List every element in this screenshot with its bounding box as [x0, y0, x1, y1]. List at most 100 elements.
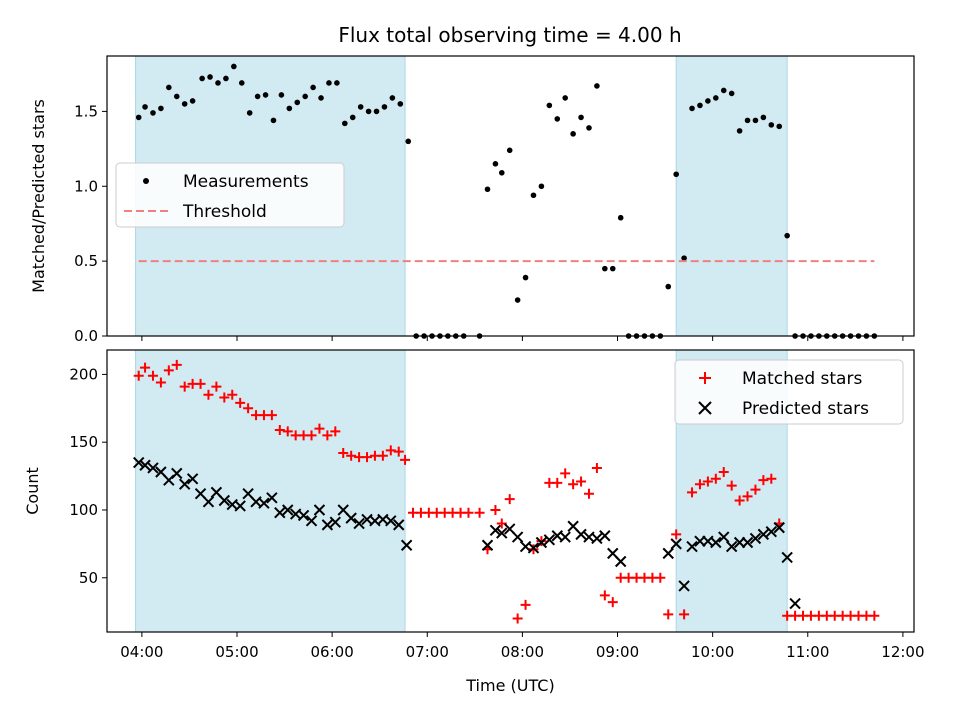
x-tick-label: 05:00	[215, 643, 258, 661]
x-tick-label: 04:00	[120, 643, 163, 661]
data-point	[492, 161, 499, 167]
bottom-panel-counts: 50 100 150 200 04:00 05:00 06:00 07:00 08:00 09:0…	[23, 349, 925, 695]
matched-point	[663, 609, 674, 620]
data-point	[294, 99, 301, 106]
data-point	[697, 102, 703, 109]
data-point	[142, 104, 148, 110]
top-panel-measurements: 0.0 0.5 1.0 1.5 Matched/Predicted stars Measu…	[29, 55, 915, 345]
data-point	[181, 101, 188, 107]
shaded-region	[675, 55, 788, 337]
data-point	[189, 98, 196, 104]
predicted-point	[258, 497, 270, 509]
data-point	[665, 283, 672, 290]
y-tick-label: 1.5	[74, 102, 98, 120]
data-point	[713, 95, 719, 101]
matched-point	[583, 488, 594, 499]
matched-point	[195, 378, 206, 389]
data-point	[594, 83, 600, 89]
matched-point	[734, 495, 745, 506]
predicted-point	[614, 555, 627, 568]
matched-point	[179, 381, 190, 392]
matched-point	[203, 389, 214, 400]
data-point	[365, 108, 372, 115]
data-point	[720, 87, 727, 94]
predicted-point	[678, 580, 690, 592]
matched-point	[726, 480, 737, 491]
matched-point	[591, 462, 602, 473]
matched-point	[393, 446, 404, 457]
data-point	[318, 95, 324, 101]
matched-point	[306, 430, 317, 441]
predicted-point	[305, 515, 318, 527]
data-point	[334, 80, 340, 86]
matched-point	[758, 475, 769, 486]
predicted-point	[313, 504, 326, 516]
predicted-point	[321, 519, 334, 531]
predicted-point	[789, 597, 801, 610]
legend-label: Predicted stars	[742, 399, 869, 419]
matched-point	[155, 377, 166, 388]
x-tick-label: 12:00	[881, 643, 924, 661]
data-point	[135, 114, 142, 121]
matched-point	[869, 610, 880, 621]
data-point	[689, 105, 695, 112]
matched-point	[338, 448, 349, 459]
matched-point	[400, 454, 411, 465]
matched-point	[496, 518, 507, 529]
data-point	[752, 117, 759, 124]
matched-point	[710, 473, 721, 484]
predicted-point	[535, 536, 548, 549]
x-tick-label: 06:00	[311, 643, 354, 661]
legend: Measurements Threshold	[115, 162, 345, 228]
matched-point	[655, 572, 666, 583]
y-tick-label: 100	[69, 501, 98, 519]
matched-point	[718, 467, 729, 478]
predicted-point	[345, 512, 357, 524]
matched-point	[322, 430, 333, 441]
data-point	[173, 93, 180, 100]
matched-point	[576, 476, 587, 487]
data-point	[158, 105, 164, 112]
predicted-point	[481, 539, 494, 551]
data-point	[262, 92, 269, 98]
data-point	[166, 84, 172, 91]
matched-point	[463, 507, 474, 518]
x-tick-label: 07:00	[406, 643, 449, 661]
y-axis-label: Count	[23, 467, 42, 515]
data-point	[609, 265, 616, 272]
predicted-point	[725, 540, 738, 553]
data-point	[617, 214, 624, 221]
data-point	[246, 110, 253, 116]
predicted-point	[266, 492, 278, 504]
predicted-point	[765, 525, 778, 538]
predicted-point	[385, 515, 397, 527]
predicted-point	[297, 509, 310, 522]
matched-point	[679, 609, 690, 620]
matched-point	[520, 599, 531, 610]
y-tick-label: 150	[69, 433, 98, 451]
matched-point	[266, 410, 277, 421]
data-point	[238, 80, 245, 86]
matched-point	[362, 452, 373, 463]
predicted-point	[527, 542, 540, 554]
matched-point	[490, 504, 501, 515]
matched-point	[314, 423, 325, 434]
legend-box	[115, 162, 345, 228]
matched-point	[504, 494, 515, 505]
data-point	[514, 297, 521, 303]
data-point	[223, 75, 229, 82]
data-point	[554, 116, 561, 122]
data-point	[736, 128, 743, 134]
matched-point	[568, 479, 579, 490]
matched-point	[607, 597, 618, 608]
data-point	[760, 114, 767, 121]
data-point	[231, 63, 237, 70]
predicted-point	[662, 547, 674, 560]
predicted-point	[133, 456, 145, 469]
legend: Matched stars Predicted stars	[674, 359, 904, 425]
matched-point	[512, 613, 523, 624]
data-point	[326, 80, 332, 86]
predicted-point	[781, 551, 793, 564]
data-point	[199, 75, 205, 82]
data-point	[586, 125, 592, 131]
